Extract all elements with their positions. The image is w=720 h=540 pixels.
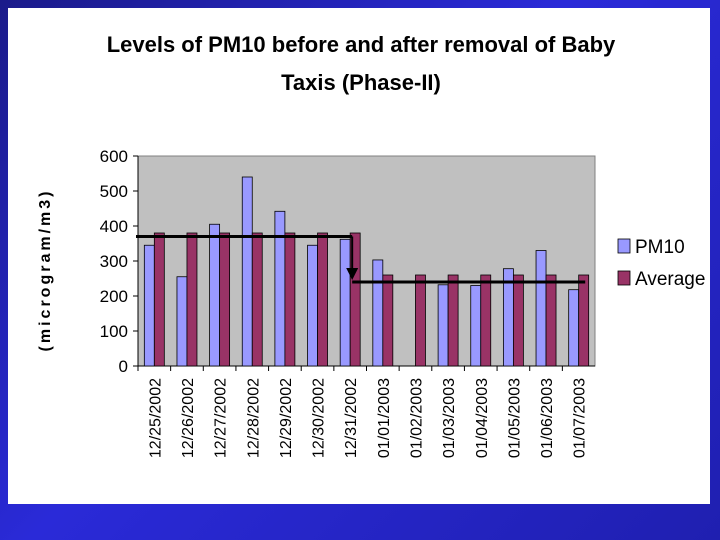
bar-pm10-5 — [307, 244, 318, 367]
bar-average-13 — [578, 274, 590, 367]
x-tick-label: 01/07/2003 — [572, 378, 589, 458]
bar-pm10-9 — [437, 284, 449, 367]
legend-label-average: Average — [635, 269, 705, 290]
legend-label-pm10: PM10 — [635, 237, 685, 258]
y-tick-label: 200 — [100, 287, 128, 306]
x-tick-label: 12/30/2002 — [311, 378, 328, 458]
plot-area — [137, 155, 596, 367]
bar-average-9 — [447, 274, 459, 367]
bar-pm10-1 — [176, 276, 188, 367]
y-axis-label: (microgram/m3) — [37, 189, 54, 352]
chart-title-line-2: Taxis (Phase-II) — [281, 70, 441, 95]
bar-average-0 — [153, 232, 165, 367]
bar-average-12 — [545, 274, 557, 367]
y-tick-label: 400 — [100, 217, 128, 236]
x-tick-label: 12/29/2002 — [278, 378, 295, 458]
x-tick-label: 12/27/2002 — [213, 378, 230, 458]
legend-swatch-average — [617, 270, 631, 286]
bar-pm10-12 — [535, 250, 547, 367]
y-tick-label: 100 — [100, 322, 128, 341]
bar-pm10-4 — [274, 210, 286, 367]
x-tick-label: 12/26/2002 — [180, 378, 197, 458]
y-tick-label: 600 — [100, 147, 128, 166]
legend-swatch-pm10 — [617, 238, 631, 254]
x-tick-label: 12/28/2002 — [245, 378, 262, 458]
bar-average-7 — [382, 274, 394, 367]
bar-pm10-2 — [209, 223, 221, 367]
bar-average-6 — [349, 232, 361, 367]
x-tick-label: 01/06/2003 — [539, 378, 556, 458]
bar-average-10 — [480, 274, 492, 367]
bar-average-11 — [512, 274, 524, 367]
y-tick-label: 0 — [119, 357, 128, 376]
y-tick-label: 300 — [100, 252, 128, 271]
pm10-chart: Levels of PM10 before and after removal … — [37, 32, 708, 458]
x-tick-label: 01/01/2003 — [376, 378, 393, 458]
bar-pm10-3 — [241, 176, 253, 367]
bar-average-5 — [317, 232, 328, 367]
drop-arrowhead — [346, 268, 359, 280]
bar-average-4 — [284, 232, 296, 367]
x-tick-label: 12/25/2002 — [147, 378, 164, 458]
slide-panel: Levels of PM10 before and after removal … — [8, 8, 710, 504]
x-tick-label: 01/03/2003 — [441, 378, 458, 458]
x-tick-label: 01/05/2003 — [506, 378, 523, 458]
bar-pm10-6 — [339, 238, 351, 367]
x-tick-label: 12/31/2002 — [343, 378, 360, 458]
bar-pm10-13 — [568, 289, 580, 367]
x-tick-label: 01/04/2003 — [474, 378, 491, 458]
x-tick-label: 01/02/2003 — [408, 378, 425, 458]
bar-average-1 — [186, 232, 198, 367]
y-tick-label: 500 — [100, 182, 128, 201]
bar-average-3 — [251, 232, 263, 367]
bar-pm10-10 — [470, 285, 482, 367]
bar-average-8 — [415, 274, 426, 367]
bar-pm10-7 — [372, 259, 384, 367]
bar-average-2 — [219, 232, 231, 367]
chart-title-line-1: Levels of PM10 before and after removal … — [107, 32, 616, 57]
bar-pm10-0 — [143, 244, 155, 367]
